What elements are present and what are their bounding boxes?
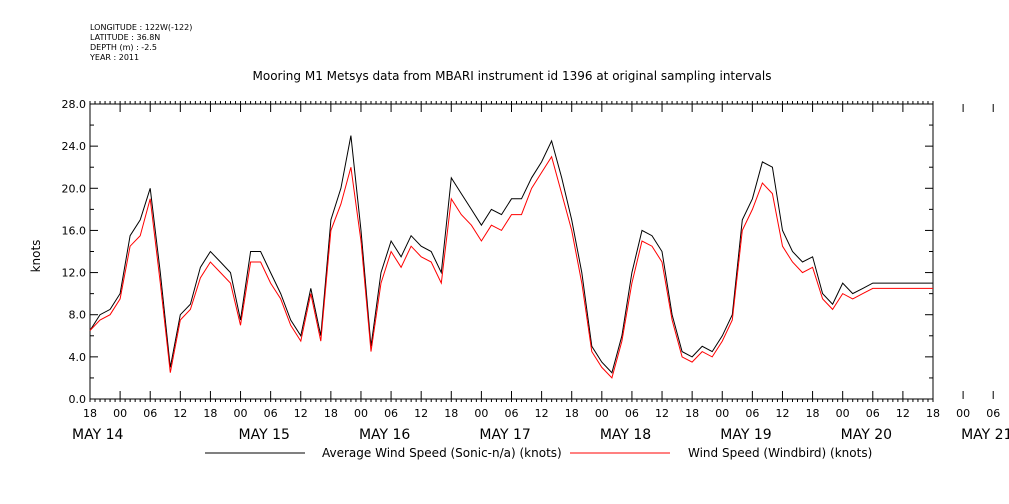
x-date-label-0: MAY 14 [72, 427, 123, 443]
y-tick-label-2: 8.0 [69, 309, 87, 322]
y-tick-label-6: 24.0 [62, 140, 87, 153]
x-tick-label-18: 06 [625, 407, 639, 420]
x-tick-label-3: 12 [173, 407, 187, 420]
x-tick-label-21: 00 [715, 407, 729, 420]
x-tick-label-23: 12 [775, 407, 789, 420]
series-line-0 [89, 135, 933, 374]
series-line-1 [89, 155, 933, 379]
x-tick-label-6: 06 [264, 407, 278, 420]
x-date-label-5: MAY 19 [720, 427, 771, 443]
x-tick-label-15: 12 [535, 407, 549, 420]
y-axis-label: knots [29, 240, 43, 273]
x-tick-label-24: 18 [806, 407, 820, 420]
x-tick-label-2: 06 [143, 407, 157, 420]
series-lines [89, 135, 933, 379]
plot-frame [89, 103, 934, 400]
x-tick-label-14: 06 [505, 407, 519, 420]
x-date-label-7: MAY 21 [961, 427, 1009, 443]
meta-longitude: LONGITUDE : 122W(-122) [90, 23, 192, 32]
meta-year: YEAR : 2011 [89, 53, 139, 62]
x-tick-label-27: 12 [896, 407, 910, 420]
x-tick-label-17: 00 [595, 407, 609, 420]
x-date-label-1: MAY 15 [239, 427, 290, 443]
x-date-label-2: MAY 16 [359, 427, 410, 443]
x-date-label-3: MAY 17 [479, 427, 530, 443]
chart-title: Mooring M1 Metsys data from MBARI instru… [253, 69, 772, 83]
x-tick-label-22: 06 [745, 407, 759, 420]
x-tick-label-28: 18 [926, 407, 940, 420]
x-tick-label-26: 06 [866, 407, 880, 420]
x-tick-label-19: 12 [655, 407, 669, 420]
x-tick-label-10: 06 [384, 407, 398, 420]
y-tick-label-0: 0.0 [69, 393, 87, 406]
y-tick-label-5: 20.0 [62, 182, 87, 195]
x-tick-label-9: 00 [354, 407, 368, 420]
y-tick-label-1: 4.0 [69, 351, 87, 364]
meta-depth: DEPTH (m) : -2.5 [90, 43, 157, 52]
x-tick-label-0: 18 [83, 407, 97, 420]
x-tick-label-25: 00 [836, 407, 850, 420]
x-tick-label-13: 00 [474, 407, 488, 420]
y-tick-label-7: 28.0 [62, 98, 87, 111]
legend-label-average: Average Wind Speed (Sonic-n/a) (knots) [322, 446, 562, 460]
y-tick-label-4: 16.0 [62, 224, 87, 237]
x-date-label-6: MAY 20 [841, 427, 892, 443]
x-tick-label-4: 18 [203, 407, 217, 420]
x-tick-label-5: 00 [234, 407, 248, 420]
x-tick-label-12: 18 [444, 407, 458, 420]
x-tick-label-1: 00 [113, 407, 127, 420]
x-tick-label-7: 12 [294, 407, 308, 420]
x-tick-label-29: 00 [956, 407, 970, 420]
meta-latitude: LATITUDE : 36.8N [90, 33, 160, 42]
axis-ticks: 0.0 4.0 8.0 12.0 16.0 20.0 24.0 28.0 18 00 06 12 18 0… [62, 98, 1009, 443]
legend: Average Wind Speed (Sonic-n/a) (knots) W… [205, 446, 872, 460]
x-tick-label-8: 18 [324, 407, 338, 420]
x-tick-label-20: 18 [685, 407, 699, 420]
x-date-label-4: MAY 18 [600, 427, 651, 443]
x-tick-label-30: 06 [986, 407, 1000, 420]
legend-label-windbird: Wind Speed (Windbird) (knots) [688, 446, 872, 460]
x-tick-label-16: 18 [565, 407, 579, 420]
x-tick-label-11: 12 [414, 407, 428, 420]
y-tick-label-3: 12.0 [62, 267, 87, 280]
